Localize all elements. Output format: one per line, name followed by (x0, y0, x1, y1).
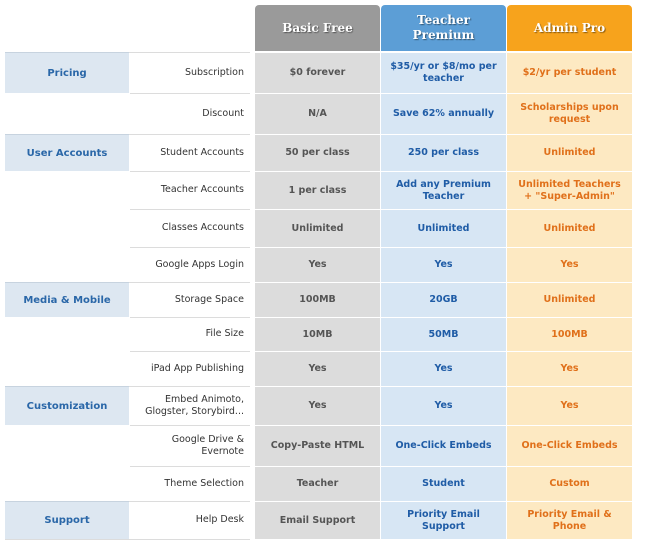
row-separator (130, 171, 250, 172)
plan-cell: Copy-Paste HTML (255, 425, 380, 466)
plan-cell: Unlimited (381, 209, 506, 247)
feature-label: Student Accounts (160, 146, 244, 158)
plan-cell: $0 forever (255, 52, 380, 93)
category-label: Support (5, 501, 129, 539)
plan-cell: Unlimited Teachers + "Super-Admin" (507, 171, 632, 209)
plan-cell: Yes (255, 247, 380, 282)
plan-cell: Yes (381, 247, 506, 282)
category-label: Pricing (5, 52, 129, 93)
row-separator (5, 539, 250, 540)
row-separator (130, 209, 250, 210)
row-separator (130, 466, 250, 467)
plan-cell: Priority Email Support (381, 501, 506, 539)
plan-cell: 50 per class (255, 134, 380, 171)
feature-label: Discount (202, 107, 244, 119)
plan-cell: One-Click Embeds (507, 425, 632, 466)
plan-cell: Yes (381, 351, 506, 386)
feature-label: File Size (205, 328, 244, 339)
feature-label: Help Desk (195, 514, 244, 525)
row-separator (130, 93, 250, 94)
feature-label: Storage Space (174, 293, 244, 305)
plan-cell: Yes (255, 351, 380, 386)
feature-label: Google Apps Login (155, 258, 244, 270)
category-label: Customization (5, 386, 129, 425)
feature-label: Teacher Accounts (160, 184, 244, 195)
plan-cell: One-Click Embeds (381, 425, 506, 466)
plan-cell: 250 per class (381, 134, 506, 171)
feature-label: Theme Selection (164, 477, 244, 489)
plan-cell: Yes (255, 386, 380, 425)
plan-cell: Priority Email & Phone (507, 501, 632, 539)
column-header: Teacher Premium (381, 5, 506, 51)
row-separator (130, 425, 250, 426)
plan-cell: Yes (507, 247, 632, 282)
plan-cell: Unlimited (507, 209, 632, 247)
category-label: Media & Mobile (5, 282, 129, 317)
plan-cell: Unlimited (255, 209, 380, 247)
plan-cell: Yes (507, 351, 632, 386)
row-separator (130, 351, 250, 352)
plan-cell: Add any Premium Teacher (381, 171, 506, 209)
plan-cell: Yes (507, 386, 632, 425)
feature-label: Embed Animoto, Glogster, Storybird... (145, 393, 244, 417)
feature-label: Subscription (184, 66, 244, 78)
plan-cell: Yes (381, 386, 506, 425)
plan-cell: Save 62% annually (381, 93, 506, 134)
plan-cell: N/A (255, 93, 380, 134)
plan-cell: Student (381, 466, 506, 501)
feature-label: Classes Accounts (161, 222, 244, 233)
plan-cell: Scholarships upon request (507, 93, 632, 134)
plan-cell: Custom (507, 466, 632, 501)
feature-label: iPad App Publishing (151, 362, 244, 374)
column-header: Admin Pro (507, 5, 632, 51)
plan-cell: 1 per class (255, 171, 380, 209)
plan-cell: 100MB (507, 317, 632, 351)
category-label: User Accounts (5, 134, 129, 171)
plan-cell: 50MB (381, 317, 506, 351)
plan-cell: $2/yr per student (507, 52, 632, 93)
plan-cell: 20GB (381, 282, 506, 317)
row-separator (130, 317, 250, 318)
plan-cell: Email Support (255, 501, 380, 539)
plan-cell: 10MB (255, 317, 380, 351)
column-header: Basic Free (255, 5, 380, 51)
plan-cell: Teacher (255, 466, 380, 501)
plan-cell: $35/yr or $8/mo per teacher (381, 52, 506, 93)
plan-cell: 100MB (255, 282, 380, 317)
plan-cell: Unlimited (507, 134, 632, 171)
feature-label: Google Drive & Evernote (171, 433, 244, 457)
plan-cell: Unlimited (507, 282, 632, 317)
row-separator (130, 247, 250, 248)
